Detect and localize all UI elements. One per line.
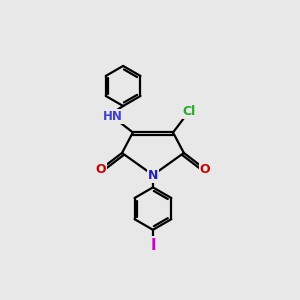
Text: Cl: Cl (183, 105, 196, 118)
Text: I: I (150, 238, 156, 253)
Text: HN: HN (103, 110, 123, 123)
Text: O: O (200, 163, 210, 176)
Text: N: N (148, 169, 158, 182)
Text: O: O (95, 163, 106, 176)
